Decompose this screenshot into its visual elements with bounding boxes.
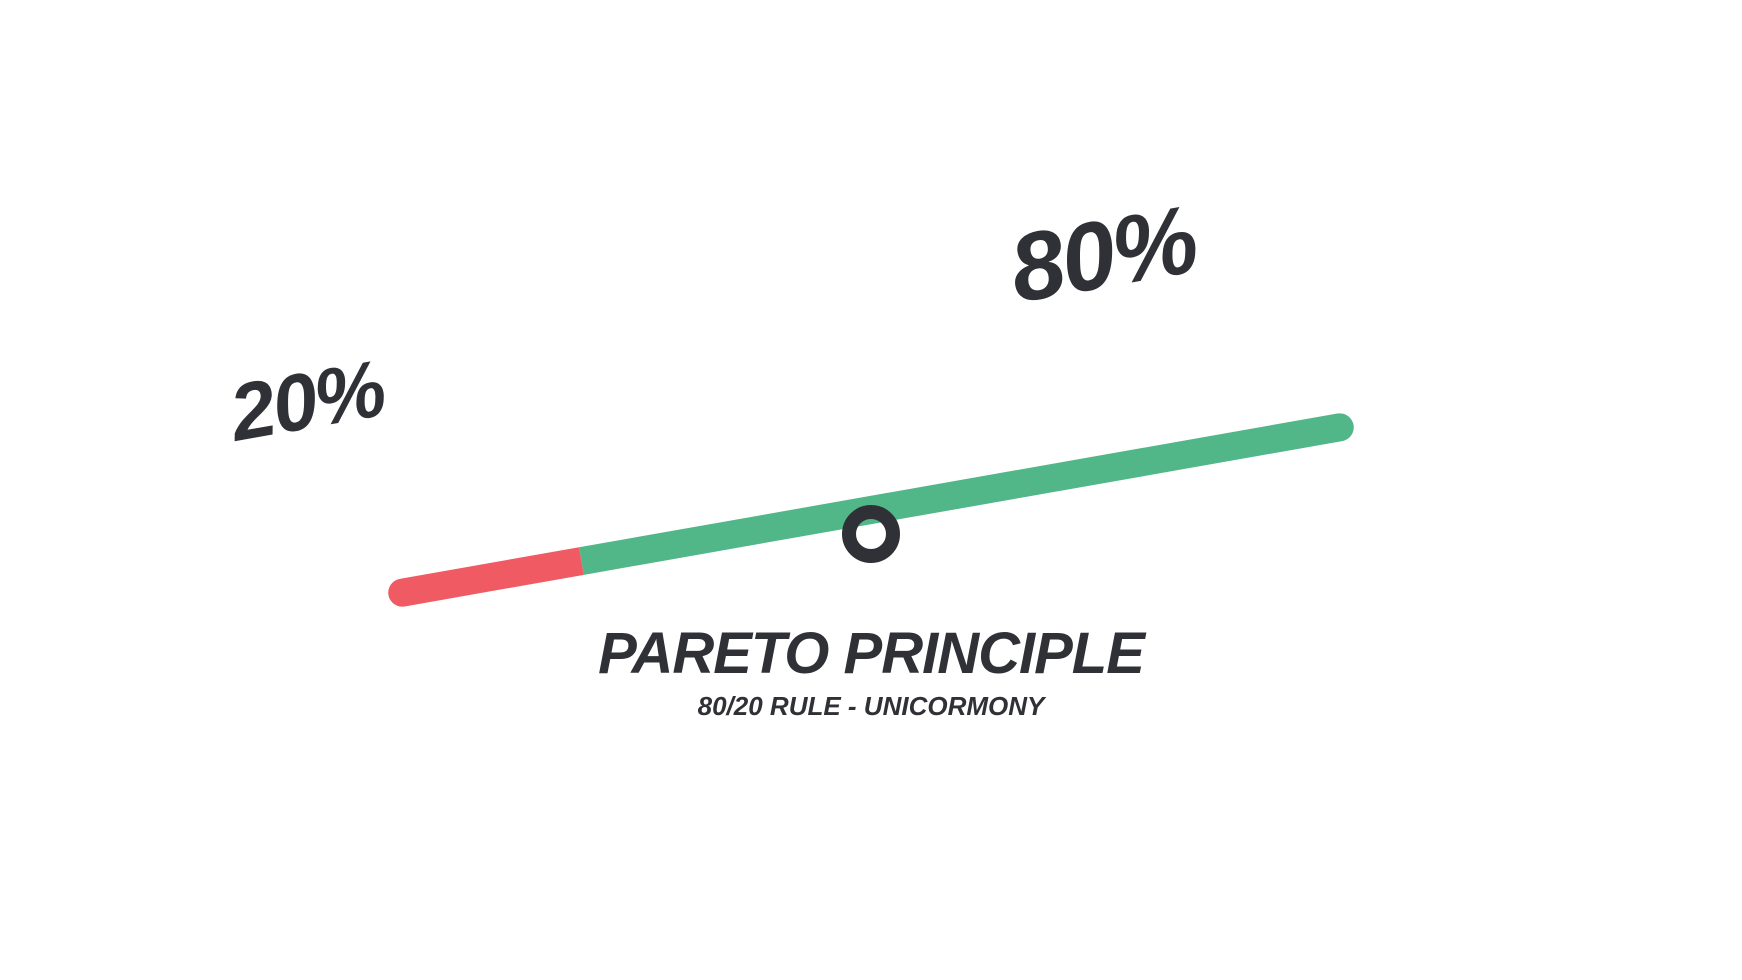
seesaw-segment (579, 411, 1356, 575)
fulcrum-ring-icon (842, 505, 900, 563)
main-title: PARETO PRINCIPLE (0, 620, 1742, 687)
label-eighty-percent: 80% (1002, 185, 1204, 326)
label-twenty-percent: 20% (223, 342, 391, 459)
seesaw-segment (386, 547, 584, 609)
title-block: PARETO PRINCIPLE 80/20 RULE - UNICORMONY (0, 620, 1742, 722)
subtitle: 80/20 RULE - UNICORMONY (0, 691, 1742, 722)
seesaw-diagram (381, 410, 1361, 610)
